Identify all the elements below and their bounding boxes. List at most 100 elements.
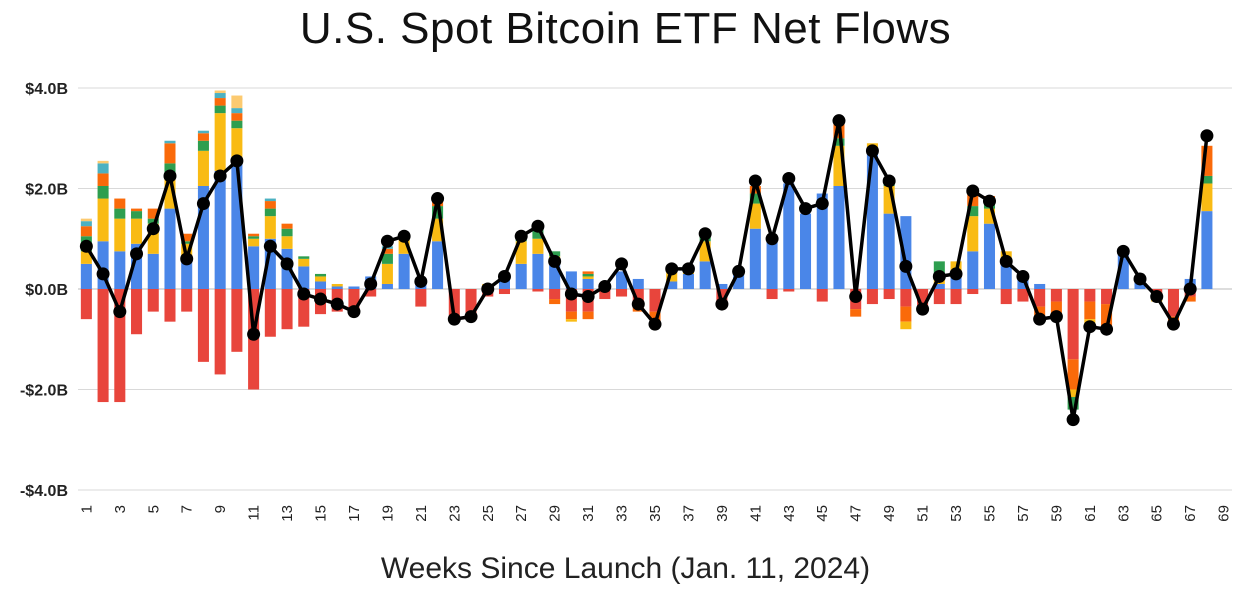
x-tick-label: 35 <box>647 505 664 522</box>
bar-segment <box>248 236 260 239</box>
bar-segment <box>816 289 828 302</box>
bar-segment <box>114 289 126 403</box>
x-tick-label: 53 <box>948 505 965 522</box>
bar-segment <box>147 208 159 219</box>
bar-segment <box>97 289 109 403</box>
bar-segment <box>231 128 243 159</box>
bar-segment <box>1201 183 1213 212</box>
net-flow-point <box>1183 282 1197 296</box>
net-flow-point <box>799 202 813 216</box>
bar-segment <box>80 289 92 320</box>
bar-segment <box>833 138 845 146</box>
net-flow-point <box>598 279 612 293</box>
bar-segment <box>197 150 209 186</box>
x-tick-label: 9 <box>212 505 229 513</box>
net-flow-point <box>497 269 511 283</box>
bar-segment <box>1017 289 1029 302</box>
x-tick-label: 11 <box>246 505 263 521</box>
bar-segment <box>231 289 243 352</box>
y-tick-label: $0.0B <box>25 282 68 299</box>
bar-segment <box>565 271 577 289</box>
bar-segment <box>147 253 159 289</box>
bar-segment <box>264 201 276 209</box>
net-flow-point <box>966 184 980 198</box>
bar-segment <box>331 283 343 287</box>
bar-segment <box>80 226 92 237</box>
bar-segment <box>164 208 176 289</box>
bar-segment <box>1101 289 1113 305</box>
x-tick-label: 57 <box>1015 505 1032 522</box>
bar-segment <box>298 258 310 267</box>
bar-segment <box>582 273 594 277</box>
bar-segment <box>515 263 527 289</box>
bar-segment <box>883 213 895 289</box>
net-flow-point <box>196 197 210 211</box>
bar-segment <box>147 289 159 312</box>
bar-segment <box>264 198 276 202</box>
bar-segment <box>616 271 628 289</box>
bar-segment <box>131 289 143 335</box>
bar-segment <box>616 289 628 297</box>
y-tick-label: $2.0B <box>25 182 68 199</box>
bar-segment <box>582 311 594 320</box>
bar-segment <box>281 236 293 249</box>
bars <box>80 90 1213 410</box>
bar-segment <box>1067 389 1079 398</box>
bar-segment <box>1117 253 1129 289</box>
bar-segment <box>766 238 778 289</box>
net-flow-point <box>447 312 461 326</box>
net-flow-point <box>514 229 528 243</box>
x-tick-label: 49 <box>881 505 898 522</box>
bar-segment <box>1167 289 1179 317</box>
bar-segment <box>900 321 912 330</box>
net-flow-point <box>247 327 261 341</box>
bar-segment <box>114 208 126 219</box>
bar-segment <box>348 289 360 315</box>
net-flow-point <box>615 257 629 271</box>
bar-segment <box>164 143 176 164</box>
net-flow-point <box>297 287 311 301</box>
net-flow-point <box>464 310 478 324</box>
bar-segment <box>415 289 427 307</box>
bar-segment <box>131 211 143 219</box>
bar-segment <box>465 289 477 317</box>
net-flow-point <box>832 114 846 128</box>
bar-segment <box>866 148 878 289</box>
net-flow-point <box>531 219 545 233</box>
bar-segment <box>147 218 159 224</box>
bar-segment <box>833 145 845 186</box>
bar-segment <box>114 218 126 252</box>
net-flow-point <box>431 192 445 206</box>
bar-segment <box>682 273 694 289</box>
bar-segment <box>214 170 226 289</box>
bar-segment <box>381 283 393 289</box>
bar-segment <box>850 309 862 317</box>
net-flow-point <box>280 257 294 271</box>
bar-segment <box>933 283 945 289</box>
net-flow-point <box>163 169 177 183</box>
bar-segment <box>97 185 109 199</box>
bar-segment <box>231 108 243 114</box>
x-tick-label: 7 <box>179 505 196 513</box>
bar-segment <box>515 241 527 264</box>
x-tick-label: 3 <box>112 505 129 513</box>
chart-title: U.S. Spot Bitcoin ETF Net Flows <box>299 4 952 53</box>
bar-segment <box>214 113 226 171</box>
net-flow-point <box>213 169 227 183</box>
bar-segment <box>264 289 276 337</box>
bar-segment <box>181 233 193 242</box>
x-tick-label: 23 <box>446 505 463 522</box>
x-tick-label: 41 <box>747 505 764 522</box>
bar-segment <box>967 216 979 252</box>
net-flow-point <box>1033 312 1047 326</box>
bar-segment <box>967 251 979 289</box>
net-flow-point <box>849 290 863 304</box>
net-flow-point <box>932 269 946 283</box>
net-flow-point <box>665 262 679 276</box>
bar-segment <box>1101 304 1113 327</box>
bar-segment <box>298 266 310 289</box>
bar-segment <box>666 271 678 282</box>
bar-segment <box>582 271 594 274</box>
bar-segment <box>80 221 92 227</box>
